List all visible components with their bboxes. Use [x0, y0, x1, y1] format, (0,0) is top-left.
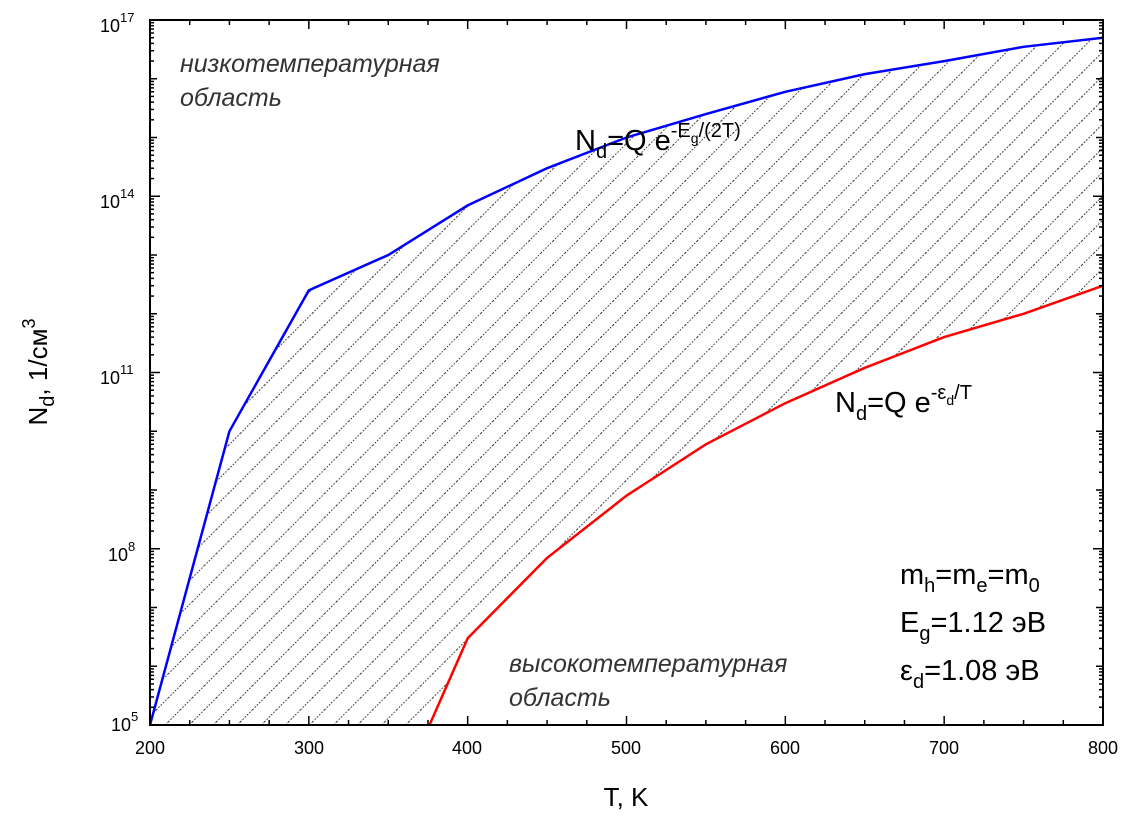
y-tick-label: 105: [111, 709, 138, 735]
low-temp-region-label: низкотемпературная: [180, 50, 440, 78]
y-tick-label: 108: [108, 539, 135, 565]
x-tick-label: 600: [770, 738, 800, 758]
x-tick-label: 300: [294, 738, 324, 758]
y-axis-title: Nd, 1/см3: [19, 319, 59, 426]
axis-ticks: [149, 20, 1104, 726]
x-axis-title: T, K: [604, 782, 649, 812]
band-gap-parameter: Eg=1.12 эВ: [900, 607, 1046, 645]
mass-parameters: mh=me=m0: [900, 559, 1040, 597]
low-temp-region-label: область: [180, 84, 282, 112]
high-temp-region-label: область: [509, 684, 611, 712]
donor-level-parameter: εd=1.08 эВ: [900, 655, 1040, 693]
hatched-region: [150, 37, 1103, 725]
high-temp-region-label: высокотемпературная: [509, 650, 787, 678]
y-tick-label: 1014: [100, 186, 135, 212]
x-tick-label: 500: [611, 738, 641, 758]
y-tick-label: 1011: [100, 362, 134, 388]
y-tick-label: 1017: [100, 10, 135, 36]
plot-area: [150, 36, 1103, 725]
series-line-upper: [150, 36, 1103, 725]
x-tick-label: 200: [135, 738, 165, 758]
x-tick-label: 800: [1088, 738, 1118, 758]
x-tick-label: 400: [452, 738, 482, 758]
x-tick-label: 700: [929, 738, 959, 758]
lower-curve-formula: Nd=Q e-εd/T: [835, 382, 972, 425]
series-line-lower: [428, 284, 1103, 725]
upper-curve-formula: Nd=Q e-Eg/(2T): [575, 120, 741, 163]
